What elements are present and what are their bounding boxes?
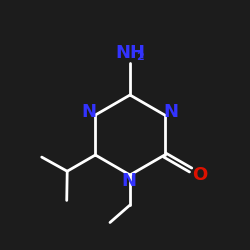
Text: 2: 2	[136, 52, 144, 62]
Text: N: N	[121, 172, 136, 190]
Text: N: N	[164, 103, 178, 121]
Text: O: O	[192, 166, 207, 184]
Text: N: N	[82, 103, 96, 121]
Text: NH: NH	[116, 44, 146, 62]
